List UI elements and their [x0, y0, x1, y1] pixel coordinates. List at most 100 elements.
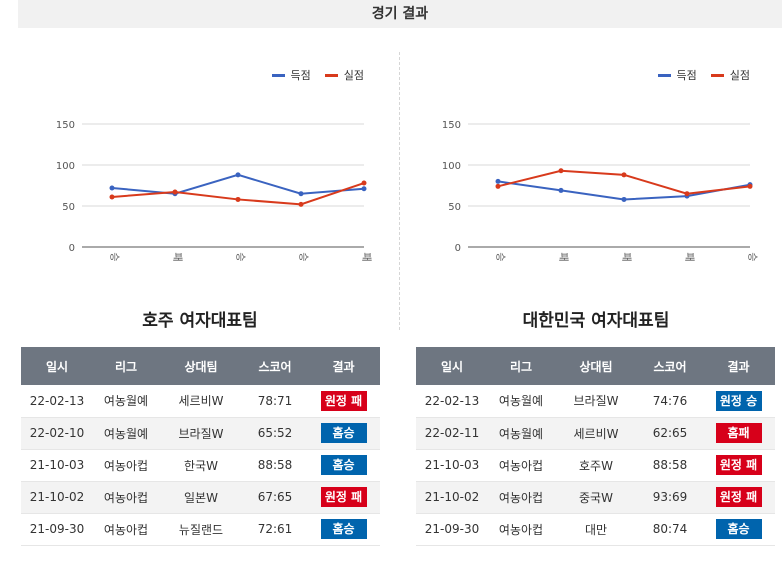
- cell-result: 홈승: [307, 417, 380, 450]
- cell-league: 여농월예: [93, 417, 159, 450]
- cell-score: 72:61: [243, 513, 307, 546]
- x-tick-label: 승: [108, 252, 120, 261]
- result-badge: 홈승: [715, 519, 762, 539]
- cell-date: 22-02-11: [416, 417, 488, 450]
- data-point: [235, 172, 241, 178]
- cell-result: 원정 패: [307, 481, 380, 514]
- cell-result: 원정 패: [702, 449, 775, 482]
- x-tick-label: 승: [297, 252, 309, 261]
- series-line: [111, 173, 365, 195]
- legend-item-conceded[interactable]: 실점: [710, 67, 750, 83]
- cell-date: 21-10-03: [416, 449, 488, 482]
- x-tick-label: 패: [360, 252, 372, 261]
- x-tick-label: 패: [620, 252, 632, 261]
- cell-result: 홈승: [307, 513, 380, 546]
- cell-result: 원정 패: [307, 385, 380, 418]
- results-table-australia: 일시 리그 상대팀 스코어 결과 22-02-13 여농월예 세르비W 78:7…: [21, 347, 380, 546]
- header-league: 리그: [488, 347, 554, 385]
- y-tick-label: 50: [448, 202, 461, 213]
- y-tick-label: 0: [455, 243, 461, 254]
- cell-score: 74:76: [638, 385, 702, 418]
- cell-result: 홈패: [702, 417, 775, 450]
- data-point: [747, 183, 753, 189]
- cell-opponent: 대만: [554, 513, 638, 546]
- cell-opponent: 브라질W: [554, 385, 638, 418]
- cell-score: 88:58: [243, 449, 307, 482]
- x-tick-label: 패: [557, 252, 569, 261]
- data-point: [495, 178, 501, 184]
- result-badge: 홈승: [320, 519, 367, 539]
- table-row: 21-10-02 여농아컵 중국W 93:69 원정 패: [416, 481, 775, 514]
- chart-panel-australia: 득점 실점 0 50 100 150 승 패 승 승 패: [20, 60, 380, 275]
- cell-league: 여농아컵: [488, 513, 554, 546]
- x-tick-label: 패: [683, 252, 695, 261]
- data-point: [361, 186, 367, 192]
- x-tick-label: 패: [171, 252, 183, 261]
- cell-date: 21-10-02: [21, 481, 93, 514]
- table-row: 21-10-03 여농아컵 호주W 88:58 원정 패: [416, 449, 775, 482]
- cell-league: 여농아컵: [488, 449, 554, 482]
- legend-label-scored: 득점: [290, 69, 311, 82]
- result-badge: 원정 패: [320, 487, 367, 507]
- table-row: 21-10-03 여농아컵 한국W 88:58 홈승: [21, 449, 380, 482]
- cell-league: 여농아컵: [93, 513, 159, 546]
- cell-score: 78:71: [243, 385, 307, 418]
- result-badge: 홈승: [320, 455, 367, 475]
- data-point: [235, 196, 241, 202]
- legend-swatch-conceded: [324, 73, 338, 77]
- data-point: [621, 196, 627, 202]
- cell-score: 93:69: [638, 481, 702, 514]
- cell-opponent: 일본W: [159, 481, 243, 514]
- header-league: 리그: [93, 347, 159, 385]
- section-title: 경기 결과: [18, 0, 782, 28]
- legend-label-conceded: 실점: [729, 69, 750, 82]
- cell-opponent: 중국W: [554, 481, 638, 514]
- table-row: 21-09-30 여농아컵 대만 80:74 홈승: [416, 513, 775, 546]
- cell-result: 홈승: [307, 449, 380, 482]
- table-row: 22-02-13 여농월예 세르비W 78:71 원정 패: [21, 385, 380, 418]
- data-point: [558, 168, 564, 174]
- column-divider: [399, 52, 400, 330]
- result-badge: 원정 패: [320, 390, 367, 411]
- data-point: [558, 187, 564, 193]
- header-result: 결과: [307, 347, 380, 385]
- header-result: 결과: [702, 347, 775, 385]
- header-date: 일시: [416, 347, 488, 385]
- y-tick-label: 50: [62, 202, 75, 213]
- legend-swatch-scored: [271, 73, 285, 77]
- cell-date: 21-10-02: [416, 481, 488, 514]
- y-tick-label: 150: [56, 120, 75, 131]
- chart-panel-korea: 득점 실점 0 50 100 150 승 패 패 패 승: [406, 60, 766, 275]
- legend-item-conceded[interactable]: 실점: [324, 67, 364, 83]
- y-tick-label: 100: [442, 161, 461, 172]
- legend-item-scored[interactable]: 득점: [657, 67, 697, 83]
- header-opponent: 상대팀: [159, 347, 243, 385]
- cell-league: 여농월예: [488, 417, 554, 450]
- cell-score: 88:58: [638, 449, 702, 482]
- line-chart-korea: 0 50 100 150 승 패 패 패 승: [442, 120, 758, 262]
- results-table-korea: 일시 리그 상대팀 스코어 결과 22-02-13 여농월예 브라질W 74:7…: [416, 347, 775, 546]
- cell-league: 여농아컵: [488, 481, 554, 514]
- data-point: [621, 172, 627, 178]
- y-tick-label: 100: [56, 161, 75, 172]
- cell-league: 여농아컵: [93, 449, 159, 482]
- cell-score: 80:74: [638, 513, 702, 546]
- cell-opponent: 브라질W: [159, 417, 243, 450]
- table-row: 22-02-10 여농월예 브라질W 65:52 홈승: [21, 417, 380, 450]
- header-score: 스코어: [243, 347, 307, 385]
- data-point: [298, 191, 304, 197]
- data-point: [172, 189, 178, 195]
- cell-opponent: 세르비W: [159, 385, 243, 418]
- cell-score: 67:65: [243, 481, 307, 514]
- y-tick-label: 0: [69, 243, 75, 254]
- cell-score: 62:65: [638, 417, 702, 450]
- table-header-row: 일시 리그 상대팀 스코어 결과: [416, 347, 775, 385]
- legend-label-scored: 득점: [676, 69, 697, 82]
- legend-item-scored[interactable]: 득점: [271, 67, 311, 83]
- result-badge: 원정 승: [715, 390, 762, 411]
- table-row: 21-09-30 여농아컵 뉴질랜드 72:61 홈승: [21, 513, 380, 546]
- cell-date: 21-09-30: [21, 513, 93, 546]
- x-tick-label: 승: [746, 252, 758, 261]
- data-point: [109, 185, 115, 191]
- table-row: 22-02-11 여농월예 세르비W 62:65 홈패: [416, 417, 775, 450]
